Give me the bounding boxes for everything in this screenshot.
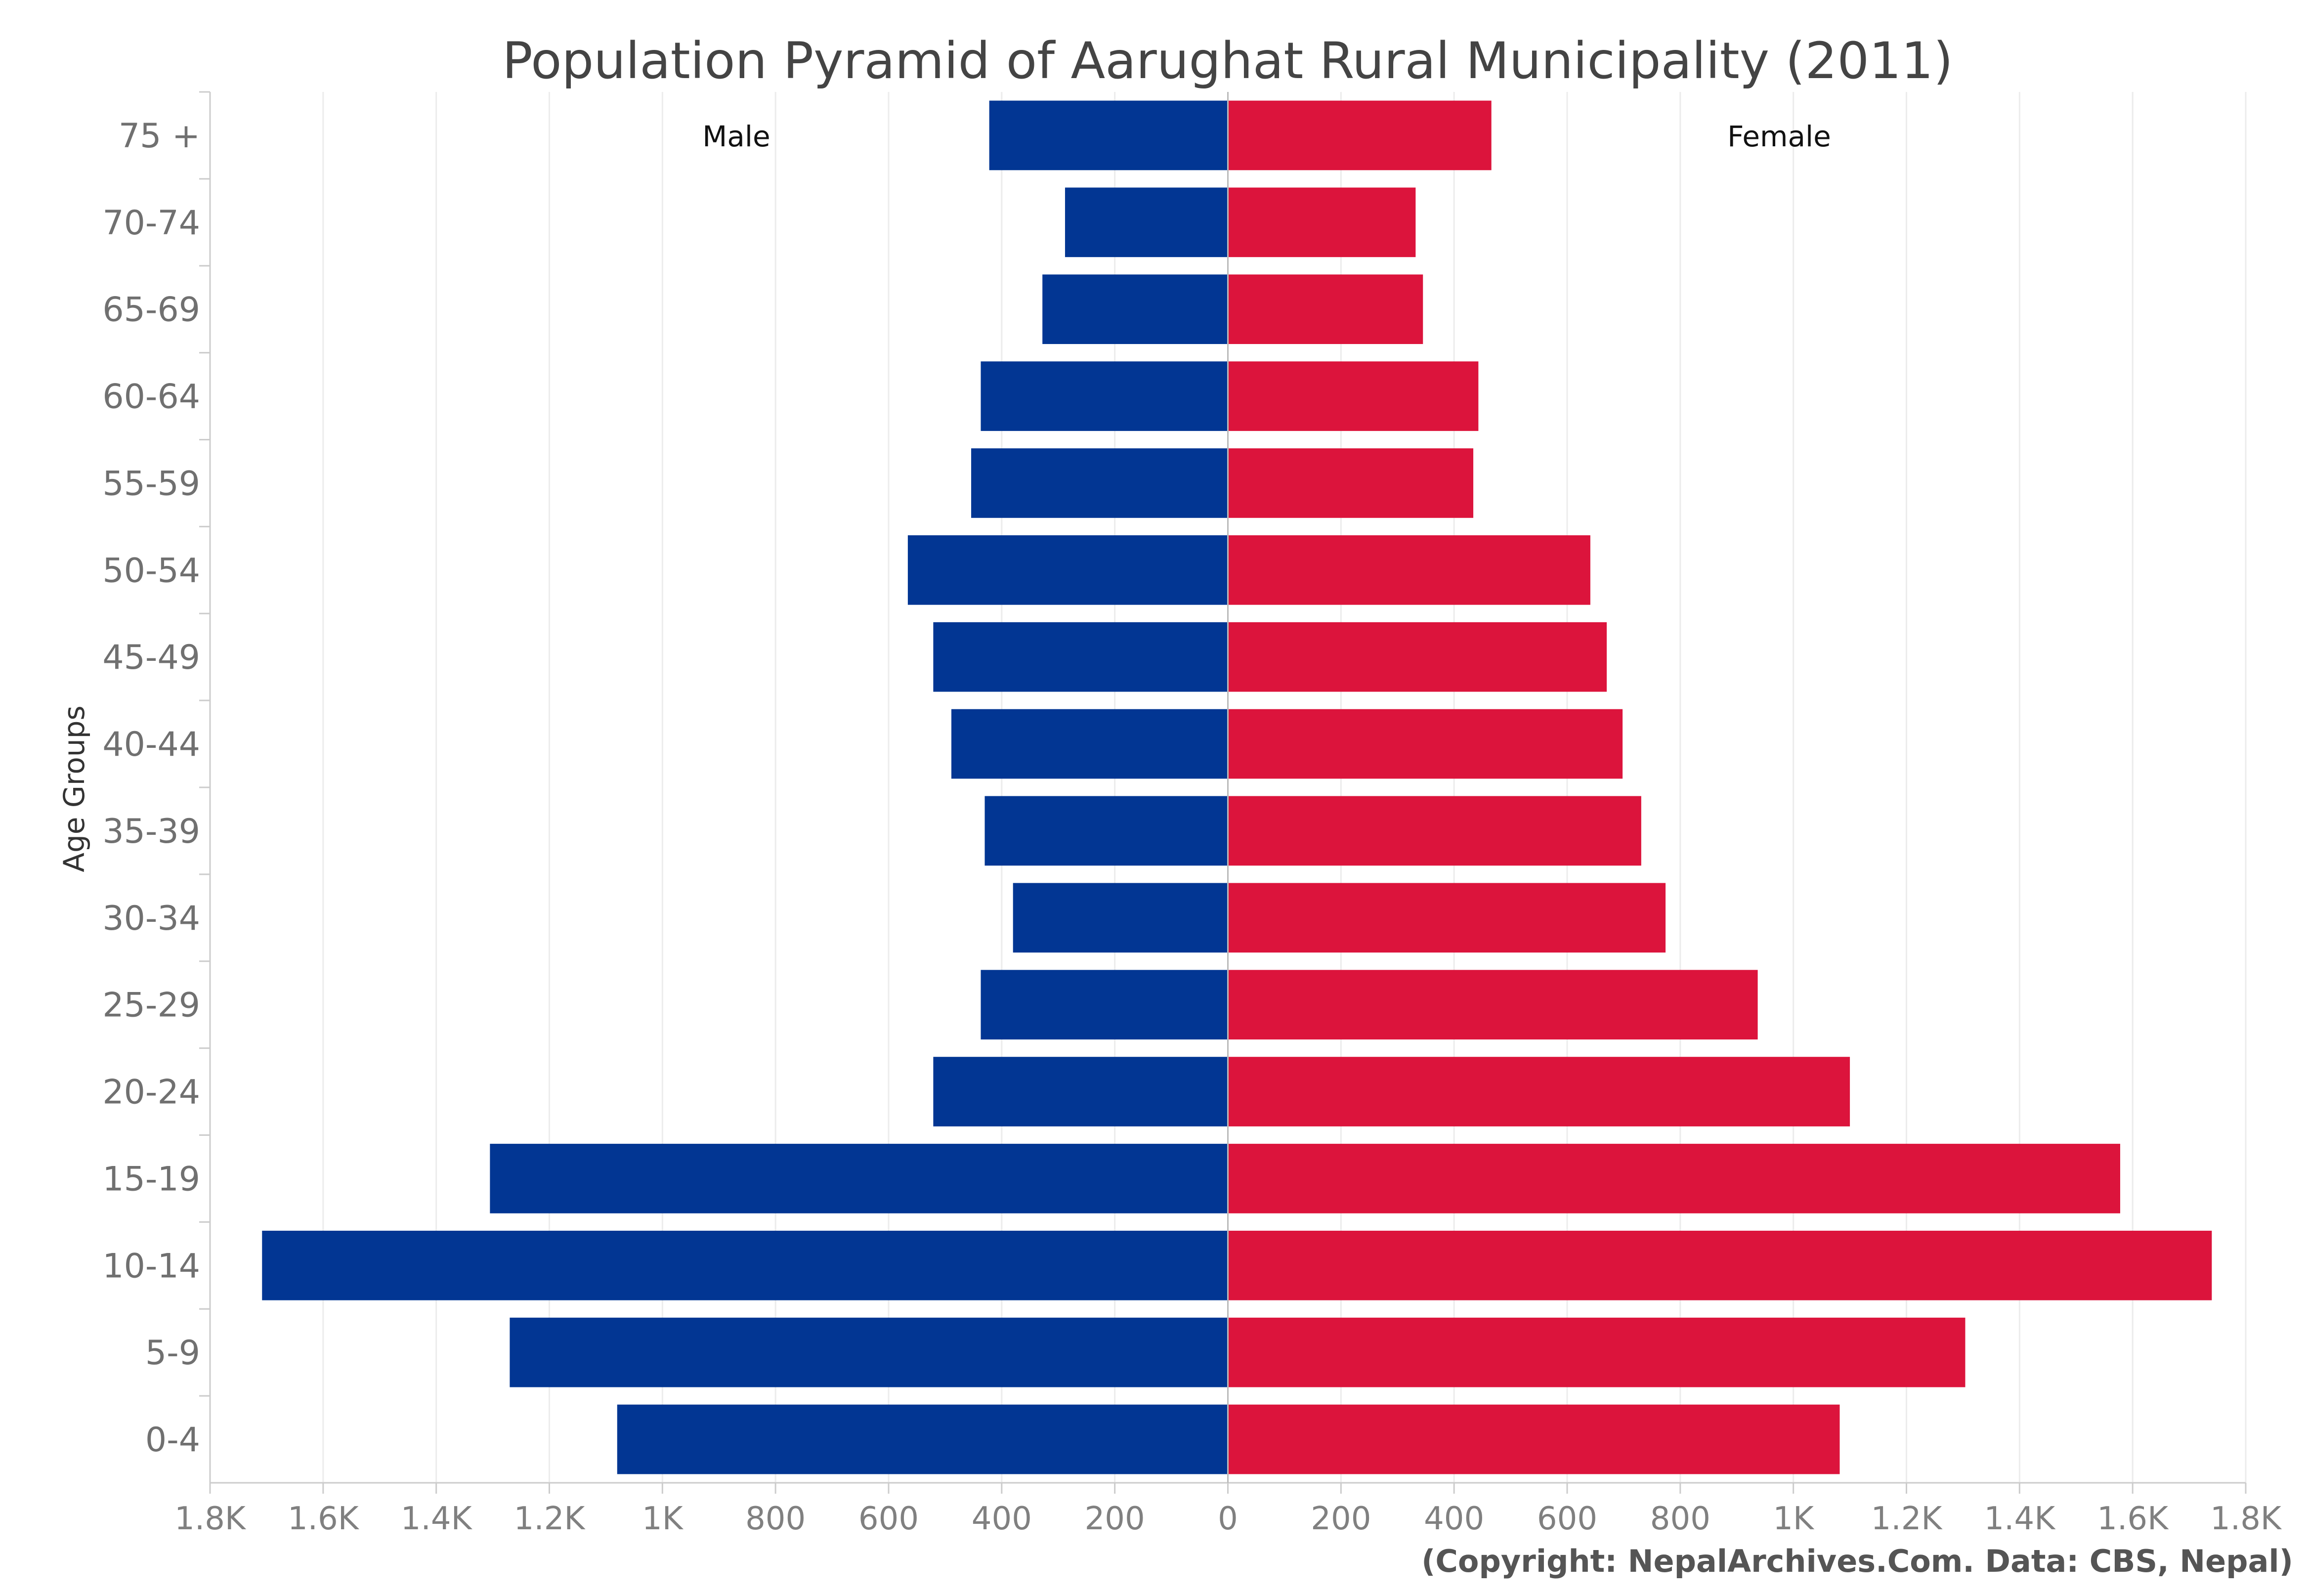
male-bar	[1013, 883, 1228, 953]
x-tick-label: 1.8K	[2210, 1501, 2282, 1537]
x-tick-label: 1.2K	[1871, 1501, 1943, 1537]
axes: 1.8K 1.6K 1.4K 1.2K 1K 800 600 400 200 0 200 400 600…	[102, 91, 2282, 1537]
age-group-label: 75 +	[119, 117, 200, 156]
male-bar	[490, 1144, 1228, 1213]
x-tick-label: 400	[972, 1501, 1032, 1537]
age-group-label: 55-59	[102, 464, 200, 503]
x-tick-label: 1.2K	[514, 1501, 586, 1537]
male-bar	[1042, 274, 1228, 345]
female-bar	[1228, 1230, 2212, 1300]
female-bar	[1228, 796, 1641, 866]
age-group-label: 35-39	[102, 812, 200, 851]
x-tick-label: 1.6K	[288, 1501, 360, 1537]
female-bar	[1228, 448, 1474, 518]
y-axis-title: Age Groups	[57, 705, 91, 872]
male-bar	[981, 970, 1228, 1040]
chart-title: Population Pyramid of Aarughat Rural Mun…	[502, 32, 1953, 90]
x-tick-label: 800	[1650, 1501, 1710, 1537]
age-group-label: 40-44	[102, 725, 200, 764]
bars	[262, 100, 2212, 1474]
male-bar	[262, 1230, 1228, 1300]
male-bar	[1065, 187, 1228, 258]
female-bar	[1228, 1317, 1965, 1387]
x-tick-label: 1.8K	[174, 1501, 247, 1537]
male-bar	[933, 622, 1228, 692]
x-tick-label: 600	[1537, 1501, 1597, 1537]
male-bar	[907, 535, 1228, 605]
x-tick-label: 1.6K	[2097, 1501, 2169, 1537]
female-bar	[1228, 970, 1758, 1040]
x-tick-label: 200	[1311, 1501, 1371, 1537]
female-bar	[1228, 187, 1416, 258]
female-bar	[1228, 274, 1423, 345]
male-bar	[951, 709, 1228, 779]
male-bar	[989, 100, 1228, 171]
male-bar	[981, 361, 1228, 431]
age-group-label: 60-64	[102, 378, 200, 417]
age-group-label: 30-34	[102, 899, 200, 938]
male-bar	[617, 1404, 1228, 1474]
male-bar	[971, 448, 1228, 518]
x-tick-label: 200	[1085, 1501, 1145, 1537]
age-group-label: 65-69	[102, 291, 200, 330]
age-group-label: 5-9	[145, 1334, 200, 1373]
age-group-label: 50-54	[102, 551, 200, 590]
x-tick-label: 800	[745, 1501, 806, 1537]
male-bar	[984, 796, 1228, 866]
age-group-label: 20-24	[102, 1073, 200, 1112]
x-tick-label: 0	[1218, 1501, 1238, 1537]
male-bar	[510, 1317, 1228, 1387]
series-label-male: Male	[702, 120, 770, 153]
x-tick-label: 1K	[642, 1501, 684, 1537]
age-group-label: 70-74	[102, 204, 200, 243]
female-bar	[1228, 709, 1623, 779]
age-group-label: 45-49	[102, 638, 200, 677]
female-bar	[1228, 535, 1590, 605]
x-tick-label: 400	[1424, 1501, 1484, 1537]
female-bar	[1228, 883, 1666, 953]
x-tick-label: 1.4K	[401, 1501, 473, 1537]
x-tick-label: 1K	[1773, 1501, 1815, 1537]
age-group-label: 0-4	[145, 1421, 200, 1460]
x-tick-label: 600	[858, 1501, 919, 1537]
x-tick-label: 1.4K	[1984, 1501, 2056, 1537]
age-group-label: 10-14	[102, 1247, 200, 1286]
female-bar	[1228, 1404, 1840, 1474]
female-bar	[1228, 1144, 2120, 1213]
copyright-note: (Copyright: NepalArchives.Com. Data: CBS…	[1421, 1543, 2293, 1579]
female-bar	[1228, 622, 1607, 692]
female-bar	[1228, 361, 1479, 431]
female-bar	[1228, 100, 1492, 171]
age-group-label: 25-29	[102, 986, 200, 1025]
series-label-female: Female	[1727, 120, 1831, 153]
age-group-label: 15-19	[102, 1160, 200, 1199]
female-bar	[1228, 1057, 1850, 1126]
male-bar	[933, 1057, 1228, 1126]
